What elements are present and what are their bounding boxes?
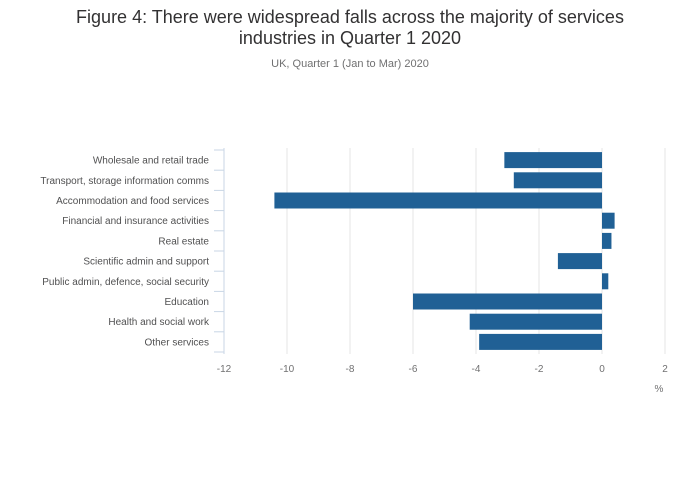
x-tick-label: -12 (217, 364, 232, 375)
category-label: Real estate (158, 236, 209, 247)
bar (413, 293, 602, 310)
bar (469, 313, 602, 330)
category-label: Accommodation and food services (56, 196, 209, 207)
category-label: Transport, storage information comms (40, 176, 209, 187)
category-label: Scientific admin and support (83, 257, 209, 268)
category-label: Wholesale and retail trade (93, 156, 210, 167)
category-labels: Wholesale and retail trade Transport, sto… (40, 156, 210, 349)
category-label: Public admin, defence, social security (42, 277, 209, 288)
category-axis (214, 148, 225, 354)
x-tick-label: -8 (346, 364, 355, 375)
x-tick-label: -4 (472, 364, 481, 375)
x-tick-label: -10 (280, 364, 295, 375)
chart-subtitle: UK, Quarter 1 (Jan to Mar) 2020 (271, 58, 429, 70)
bar (274, 192, 602, 209)
bar (513, 172, 602, 189)
bar (602, 232, 612, 249)
bar (602, 273, 609, 290)
bar (557, 253, 602, 270)
chart-title: Figure 4: There were widespread falls ac… (76, 7, 624, 48)
bar (504, 152, 602, 169)
x-tick-label: -6 (409, 364, 418, 375)
bar (602, 212, 615, 229)
category-label: Health and social work (108, 317, 210, 328)
category-label: Other services (145, 337, 209, 348)
x-tick-label: 2 (662, 364, 668, 375)
x-tick-label: -2 (535, 364, 544, 375)
x-tick-label: 0 (599, 364, 605, 375)
bar (479, 333, 602, 350)
category-label: Education (165, 297, 209, 308)
x-tick-labels: -12 -10 -8 -6 -4 -2 0 2 (217, 364, 668, 375)
bars (274, 152, 615, 350)
category-label: Financial and insurance activities (62, 216, 209, 227)
x-axis-unit-label: % (655, 384, 664, 395)
